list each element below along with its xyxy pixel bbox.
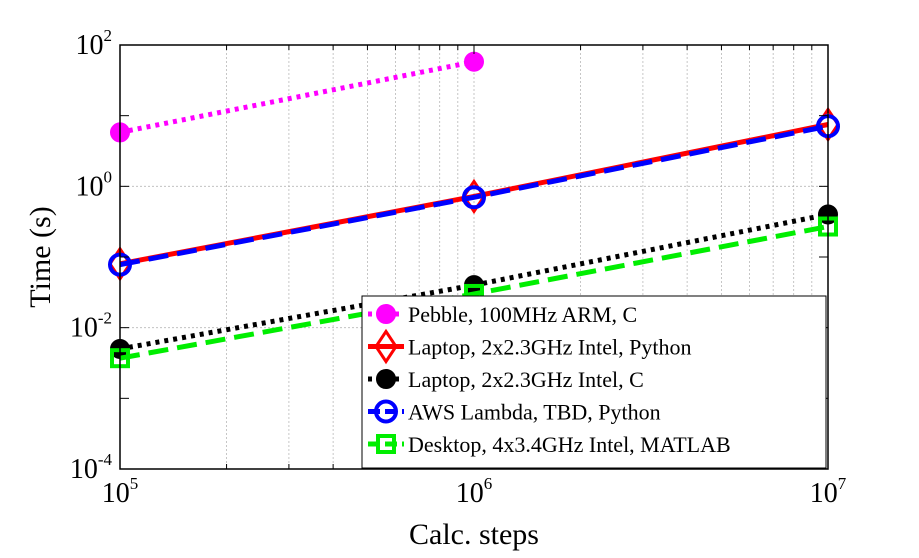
y-axis-label: Time (s) [24, 206, 57, 307]
series-line [119, 212, 829, 352]
legend-marker [376, 304, 396, 324]
x-axis-label: Calc. steps [409, 518, 539, 551]
series-line [119, 59, 475, 135]
x-tick-label: 106 [456, 474, 493, 509]
series-0 [110, 51, 484, 143]
legend-label: AWS Lambda, TBD, Python [408, 400, 661, 425]
legend-item: Laptop, 2x2.3GHz Intel, Python [368, 328, 692, 365]
legend-box [361, 295, 827, 469]
legend-label: Laptop, 2x2.3GHz Intel, C [408, 367, 644, 392]
series-line [119, 123, 829, 268]
legend-label: Desktop, 4x3.4GHz Intel, MATLAB [408, 432, 731, 457]
legend-item: Desktop, 4x3.4GHz Intel, MATLAB [368, 432, 731, 457]
legend-label: Laptop, 2x2.3GHz Intel, Python [408, 335, 692, 360]
legend-marker [376, 369, 396, 389]
legend-label: Pebble, 100MHz ARM, C [408, 302, 637, 327]
legend-marker [374, 328, 398, 365]
legend: Pebble, 100MHz ARM, C Laptop, 2x2.3GHz In… [361, 295, 827, 469]
series-line [119, 224, 829, 361]
x-tick-label: 105 [102, 474, 139, 509]
legend-item: AWS Lambda, TBD, Python [368, 399, 661, 425]
legend-item: Laptop, 2x2.3GHz Intel, C [368, 367, 644, 392]
tick-labels: 105 106 107 102 100 10-2 10-4 [70, 26, 847, 509]
x-tick-label: 107 [810, 474, 847, 509]
y-tick-label: 102 [76, 26, 113, 61]
data-point [464, 51, 484, 72]
legend-marker [374, 399, 398, 424]
y-tick-label: 10-2 [70, 309, 112, 344]
y-tick-label: 100 [76, 167, 113, 202]
legend-item: Pebble, 100MHz ARM, C [368, 302, 637, 327]
legend-marker [376, 434, 396, 454]
data-point [462, 185, 486, 210]
y-tick-label: 10-4 [70, 450, 113, 485]
